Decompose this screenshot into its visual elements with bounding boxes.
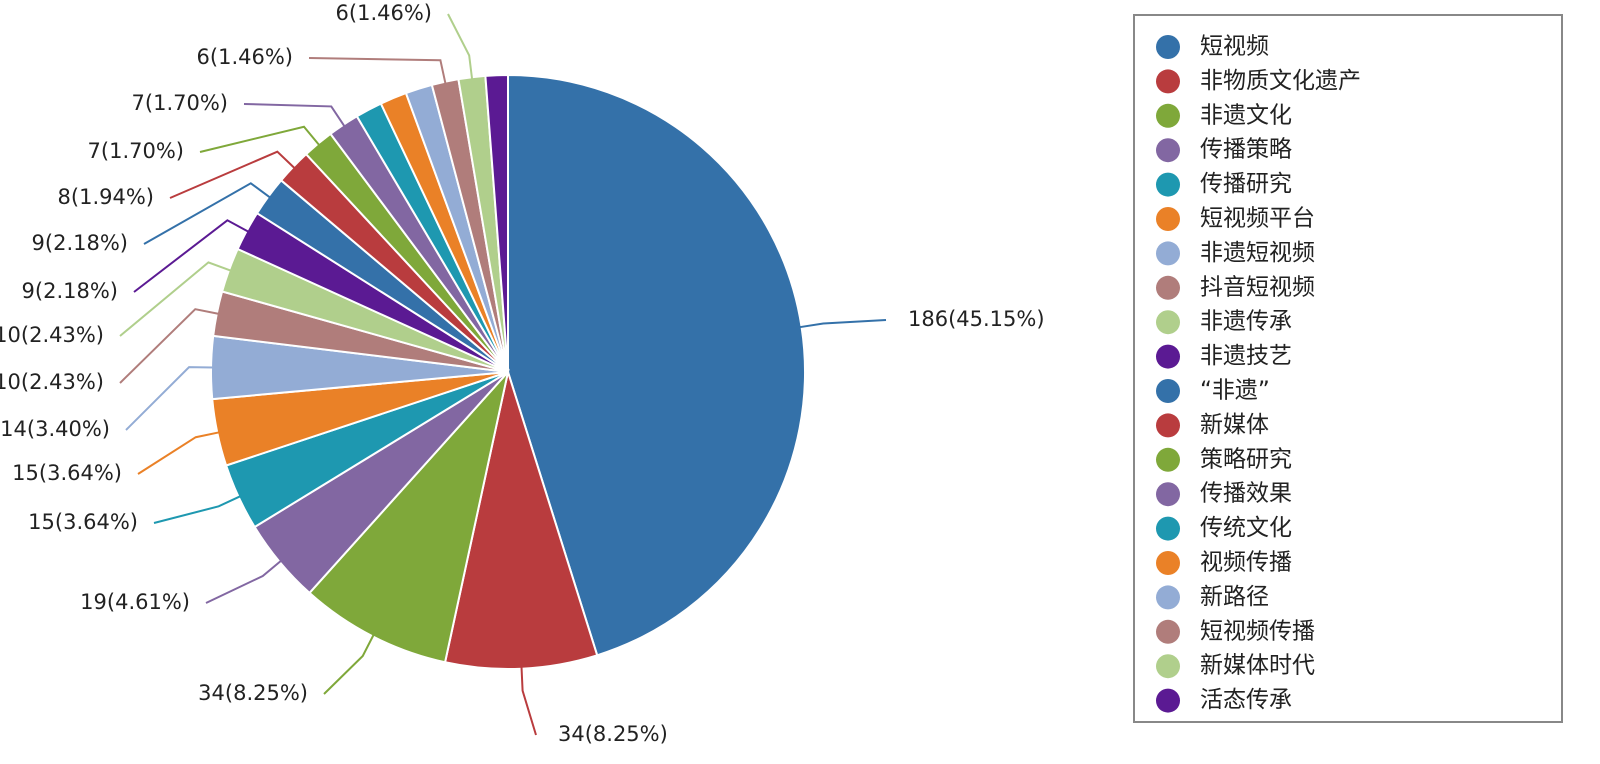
legend-label: 新媒体 [1200,412,1269,438]
data-label: 15(3.64%) [12,461,122,485]
leader-line [153,495,241,524]
legend-swatch [1156,207,1180,231]
legend-swatch [1156,619,1180,644]
data-label: 7(1.70%) [132,91,228,115]
legend-label: 视频传播 [1200,550,1292,576]
legend-swatch [1156,310,1180,335]
legend-swatch [1156,69,1180,94]
legend-box [1133,14,1563,723]
leader-line [447,13,474,80]
legend-swatch [1156,516,1180,541]
legend-label: 短视频传播 [1200,618,1315,644]
pie-slice [484,73,509,373]
leader-line [125,366,214,431]
leader-line [308,57,447,84]
legend-label: 新路径 [1200,584,1269,610]
legend-label: 策略研究 [1200,446,1292,472]
data-label: 10(2.43%) [0,323,104,347]
data-label: 9(2.18%) [22,279,118,303]
data-label: 10(2.43%) [0,370,104,394]
legend-swatch [1156,103,1180,128]
data-label: 186(45.15%) [908,307,1045,331]
data-label: 9(2.18%) [32,231,128,255]
legend-label: 非物质文化遗产 [1200,68,1361,94]
legend-label: 传播研究 [1200,171,1292,197]
legend-label: 活态传承 [1200,687,1292,713]
legend-label: 非遗短视频 [1200,240,1315,266]
legend-label: 短视频 [1200,34,1269,60]
legend-label: 非遗文化 [1200,102,1292,128]
legend-swatch [1156,241,1180,266]
leader-line [205,559,282,604]
data-label: 34(8.25%) [558,722,668,746]
legend-swatch [1156,447,1180,472]
leader-line [323,634,375,695]
legend-swatch [1156,482,1180,507]
legend-label: 非遗技艺 [1200,343,1292,369]
data-label: 6(1.46%) [197,45,293,69]
legend-swatch [1156,379,1180,403]
leader-line [143,182,271,245]
leader-line [119,308,219,384]
legend-label: 短视频平台 [1200,206,1315,232]
data-label: 34(8.25%) [198,681,308,705]
legend-swatch [1156,172,1180,197]
leader-line [243,103,346,127]
data-label: 7(1.70%) [88,139,184,163]
legend-swatch [1156,138,1180,163]
leader-line [799,319,887,329]
legend-label: “非遗” [1200,378,1270,404]
legend-label: 传播效果 [1200,481,1292,507]
data-label: 8(1.94%) [58,185,154,209]
data-label: 14(3.40%) [0,417,110,441]
leader-line [169,150,296,199]
legend-swatch [1156,551,1180,575]
legend-label: 抖音短视频 [1200,274,1315,300]
leader-line [119,261,232,337]
legend-swatch [1156,275,1180,300]
legend-swatch [1156,344,1180,369]
legend-swatch [1156,413,1180,438]
legend-swatch [1156,654,1180,679]
legend-swatch [1156,688,1180,713]
legend-label: 非遗传承 [1200,309,1292,335]
leader-line [133,219,249,293]
leader-line [199,125,321,153]
leader-line [520,666,537,736]
legend-swatch [1156,35,1180,59]
legend-label: 传播策略 [1200,137,1292,163]
data-label: 19(4.61%) [80,590,190,614]
leader-line [137,431,220,475]
data-label: 15(3.64%) [28,510,138,534]
legend-label: 传统文化 [1200,515,1292,541]
data-label: 6(1.46%) [336,1,432,25]
legend-swatch [1156,585,1180,610]
legend-label: 新媒体时代 [1200,653,1315,679]
